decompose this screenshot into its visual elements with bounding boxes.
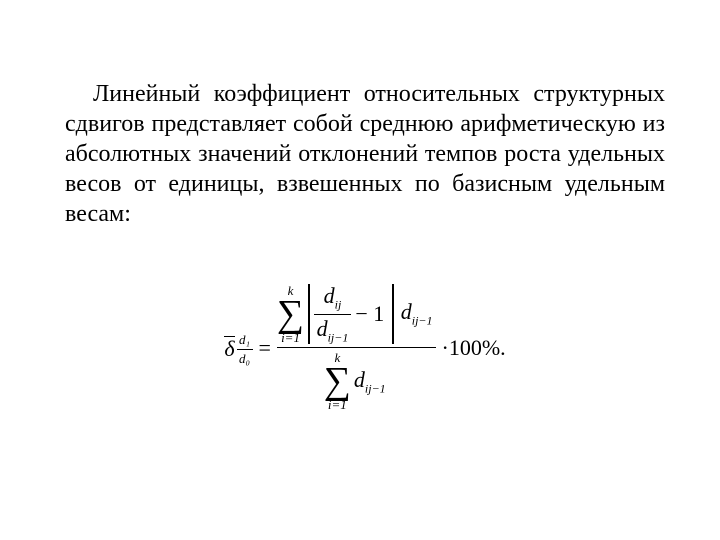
inner-num: dij [321,284,345,311]
denominator: k ∑ i=1 dij−1 [324,351,389,411]
formula-container: δ d₁ d₀ = k ∑ i=1 [65,284,665,411]
after-abs-d: d [401,299,412,324]
den-sigma-sign: ∑ [324,364,351,398]
abs-bar-right [392,284,394,344]
lhs-sub-num: d₁ [239,332,250,348]
den-d-sub: ij−1 [365,381,386,395]
numerator: k ∑ i=1 dij dij−1 [277,284,436,344]
den-d: dij−1 [351,366,389,397]
inner-num-sub: ij [335,298,342,312]
after-abs: dij−1 [398,298,436,329]
inner-num-d: d [324,283,335,308]
minus-one: − 1 [351,301,388,327]
inner-fraction: dij dij−1 [314,284,352,344]
lhs-sub-den: d₀ [239,351,250,367]
lhs: δ d₁ d₀ [224,328,252,367]
delta-overline: δ [224,336,234,360]
after-abs-sub: ij−1 [412,314,433,328]
main-fraction: k ∑ i=1 dij dij−1 [277,284,436,411]
inner-den-sub: ij−1 [328,330,349,344]
paragraph-text: Линейный коэффициент относительных струк… [65,79,665,229]
den-d-sym: d [354,367,365,392]
num-sigma: k ∑ i=1 [277,284,304,344]
inner-frac-line [314,314,352,315]
abs-bar-left [308,284,310,344]
num-sigma-sign: ∑ [277,297,304,331]
main-frac-line [277,347,436,348]
lhs-subscript-fraction: d₁ d₀ [237,332,253,367]
lhs-sub-frac-line [237,349,253,350]
inner-den-d: d [317,316,328,341]
num-sigma-lower: i=1 [281,331,300,344]
den-sigma-lower: i=1 [328,398,347,411]
den-sigma: k ∑ i=1 [324,351,351,411]
formula: δ d₁ d₀ = k ∑ i=1 [224,284,505,411]
equals-sign: = [259,335,271,361]
inner-den: dij−1 [314,317,352,344]
tail: ·100%. [442,335,506,361]
abs-group: dij dij−1 − 1 [304,284,398,344]
